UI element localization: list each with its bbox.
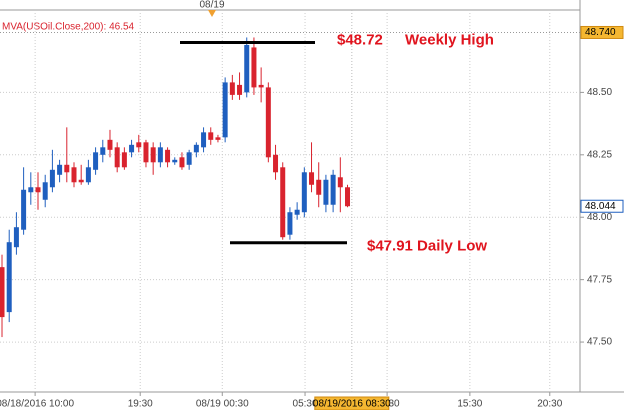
candle-body: [78, 179, 84, 183]
annotation-label: $48.72: [337, 31, 383, 48]
candle-body: [157, 147, 163, 163]
x-tick-label: 08/18/2016 10:00: [0, 399, 74, 410]
candle-body: [107, 139, 113, 150]
candle-body: [345, 187, 351, 207]
candle-body: [57, 164, 63, 175]
x-tick-label: 19:30: [128, 399, 153, 410]
candle-body: [129, 144, 135, 153]
y-tick-label: 47.75: [587, 274, 612, 285]
candle-body: [165, 149, 171, 163]
candle-body: [136, 142, 142, 148]
y-tick-label: 47.50: [587, 337, 612, 348]
candle-body: [179, 157, 185, 168]
crosshair-x-label: 08/19/2016 08:30: [313, 399, 391, 410]
y-tick-label: 48.50: [587, 87, 612, 98]
annotation-note: Weekly High: [405, 31, 494, 48]
candle-body: [143, 142, 149, 163]
event-marker: [208, 10, 216, 17]
x-tick-label: 20:30: [537, 399, 562, 410]
last-price-box: [580, 199, 624, 213]
candle-body: [49, 169, 55, 188]
candle-body: [280, 167, 286, 238]
candle-body: [287, 212, 293, 235]
crosshair-x-box: [314, 396, 390, 410]
crosshair-y-box: [580, 25, 624, 39]
candle-body: [265, 87, 271, 158]
candle-body: [208, 132, 214, 140]
candle-body: [323, 179, 329, 205]
candle-body: [273, 154, 279, 173]
candle-body: [237, 84, 243, 95]
candle-body: [215, 137, 221, 140]
candle-body: [0, 267, 5, 318]
candle-body: [258, 84, 264, 88]
candle-body: [301, 172, 307, 213]
candle-body: [294, 209, 300, 215]
candle-body: [316, 179, 322, 195]
candle-body: [244, 44, 250, 93]
candle-body: [229, 82, 235, 95]
candle-body: [251, 47, 257, 88]
crosshair-y-label: 48.740: [585, 27, 616, 38]
candle-body: [193, 144, 199, 153]
candle-body: [222, 82, 228, 138]
candle-body: [201, 132, 207, 148]
x-tick-label: 15:30: [457, 399, 482, 410]
indicator-label: MVA(USOil.Close,200): 46.54: [2, 22, 135, 33]
candle-body: [71, 167, 77, 183]
last-price-label: 48.044: [585, 201, 616, 212]
top-label: 08/19: [199, 0, 224, 11]
y-tick-label: 48.00: [587, 212, 612, 223]
candle-body: [114, 147, 120, 168]
candle-body: [121, 152, 127, 168]
candle-body: [28, 187, 34, 193]
candle-body: [42, 182, 48, 200]
candle-body: [13, 227, 19, 248]
candle-body: [100, 147, 106, 155]
annotation-label: $47.91 Daily Low: [367, 238, 487, 255]
candle-body: [337, 177, 343, 188]
candle-body: [186, 152, 192, 165]
candle-body: [150, 147, 156, 163]
candle-body: [64, 164, 70, 173]
candle-body: [93, 152, 99, 170]
candle-body: [172, 159, 178, 163]
candle-body: [330, 174, 336, 205]
y-tick-label: 48.25: [587, 149, 612, 160]
candle-body: [21, 189, 27, 230]
candle-body: [309, 172, 315, 185]
candle-body: [35, 187, 41, 193]
candle-body: [6, 242, 12, 313]
candle-body: [85, 167, 91, 183]
x-tick-label: 05:30: [293, 399, 318, 410]
x-tick-label: 08/19 00:30: [196, 399, 249, 410]
